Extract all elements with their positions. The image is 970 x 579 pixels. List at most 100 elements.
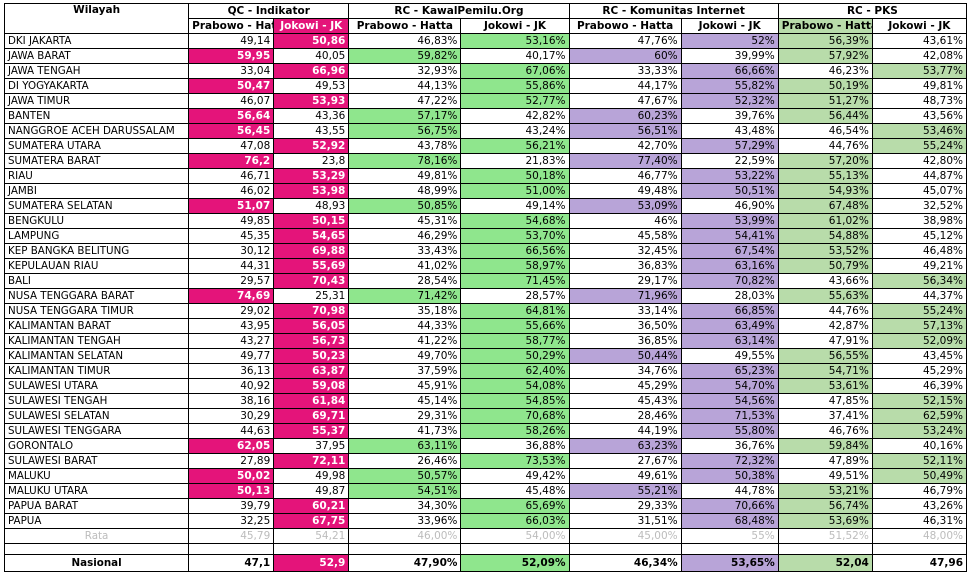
prabowo-value: 49,77 xyxy=(188,348,275,364)
jokowi-value: 43,45% xyxy=(871,348,968,364)
table-body: DKI JAKARTA 49,14 50,86 46,83% 53,16% 47,76% 5… xyxy=(3,33,968,572)
jokowi-value: 54,65 xyxy=(273,228,350,244)
jokowi-value: 52,32% xyxy=(680,93,779,109)
prabowo-value: 39,79 xyxy=(188,498,275,514)
sub-header-row: Prabowo - Hatta Jokowi - JK Prabowo - Ha… xyxy=(5,18,968,34)
jokowi-value: 70,98 xyxy=(273,303,350,319)
prabowo-value: 50,13 xyxy=(188,483,275,499)
jokowi-value: 72,11 xyxy=(273,453,350,469)
jokowi-value: 54,68% xyxy=(460,213,570,229)
national-jokowi-value: 53,65% xyxy=(680,554,779,572)
header-wilayah: Wilayah xyxy=(3,3,190,34)
average-value: 45,79 xyxy=(188,528,275,544)
jokowi-value: 45,12% xyxy=(871,228,968,244)
table-row: DI YOGYAKARTA 50,47 49,53 44,13% 55,86% 44,17… xyxy=(3,78,968,94)
table-row: DKI JAKARTA 49,14 50,86 46,83% 53,16% 47,76% 5… xyxy=(3,33,968,49)
jokowi-value: 45,48% xyxy=(460,483,570,499)
prabowo-value: 49,70% xyxy=(348,348,462,364)
table-row: MALUKU UTARA 50,13 49,87 54,51% 45,48% 55,21%… xyxy=(3,483,968,499)
jokowi-value: 46,39% xyxy=(871,378,968,394)
region-name: RIAU xyxy=(3,168,190,184)
jokowi-value: 56,21% xyxy=(460,138,570,154)
prabowo-value: 37,41% xyxy=(777,408,873,424)
prabowo-value: 34,30% xyxy=(348,498,462,514)
region-name: SUMATERA UTARA xyxy=(3,138,190,154)
prabowo-value: 50,57% xyxy=(348,468,462,484)
prabowo-value: 67,48% xyxy=(777,198,873,214)
prabowo-value: 45,35 xyxy=(188,228,275,244)
jokowi-value: 39,76% xyxy=(680,108,779,124)
jokowi-value: 44,37% xyxy=(871,288,968,304)
jokowi-value: 52,92 xyxy=(273,138,350,154)
national-jokowi-value: 47,96 xyxy=(871,554,968,572)
prabowo-value: 45,31% xyxy=(348,213,462,229)
spacer-cell xyxy=(568,543,682,555)
prabowo-value: 50,85% xyxy=(348,198,462,214)
prabowo-value: 33,33% xyxy=(568,63,682,79)
group-header-row: Wilayah QC - Indikator RC - KawalPemilu.… xyxy=(3,3,968,34)
table-row: JAWA BARAT 59,95 40,05 59,82% 40,17% 60% 39,99… xyxy=(3,48,968,64)
prabowo-value: 27,89 xyxy=(188,453,275,469)
jokowi-value: 28,57% xyxy=(460,288,570,304)
jokowi-value: 55,37 xyxy=(273,423,350,439)
jokowi-value: 62,59% xyxy=(871,408,968,424)
prabowo-value: 32,93% xyxy=(348,63,462,79)
jokowi-value: 40,16% xyxy=(871,438,968,454)
average-value: 54,00% xyxy=(460,528,570,544)
jokowi-value: 44,87% xyxy=(871,168,968,184)
jokowi-value: 53,98 xyxy=(273,183,350,199)
prabowo-value: 33,96% xyxy=(348,513,462,529)
average-value: 55% xyxy=(680,528,779,544)
jokowi-value: 50,86 xyxy=(273,33,350,49)
jokowi-value: 50,49% xyxy=(871,468,968,484)
sub-header-jokowi: Jokowi - JK xyxy=(273,18,350,34)
jokowi-value: 69,71 xyxy=(273,408,350,424)
jokowi-value: 46,31% xyxy=(871,513,968,529)
jokowi-value: 21,83% xyxy=(460,153,570,169)
jokowi-value: 55,66% xyxy=(460,318,570,334)
region-name: JAMBI xyxy=(3,183,190,199)
region-name: KEP BANGKA BELITUNG xyxy=(3,243,190,259)
sub-header-jokowi: Jokowi - JK xyxy=(871,18,968,34)
average-value: 51,52% xyxy=(777,528,873,544)
prabowo-value: 43,78% xyxy=(348,138,462,154)
jokowi-value: 53,16% xyxy=(460,33,570,49)
prabowo-value: 49,48% xyxy=(568,183,682,199)
region-name: PAPUA BARAT xyxy=(3,498,190,514)
prabowo-value: 53,69% xyxy=(777,513,873,529)
prabowo-value: 47,91% xyxy=(777,333,873,349)
region-name: SUMATERA BARAT xyxy=(3,153,190,169)
prabowo-value: 51,27% xyxy=(777,93,873,109)
prabowo-value: 32,25 xyxy=(188,513,275,529)
jokowi-value: 25,31 xyxy=(273,288,350,304)
prabowo-value: 47,08 xyxy=(188,138,275,154)
jokowi-value: 58,77% xyxy=(460,333,570,349)
prabowo-value: 63,11% xyxy=(348,438,462,454)
jokowi-value: 54,70% xyxy=(680,378,779,394)
table-row: KALIMANTAN TIMUR 36,13 63,87 37,59% 62,40% 34… xyxy=(3,363,968,379)
prabowo-value: 46,54% xyxy=(777,123,873,139)
prabowo-value: 42,70% xyxy=(568,138,682,154)
prabowo-value: 28,54% xyxy=(348,273,462,289)
prabowo-value: 41,73% xyxy=(348,423,462,439)
jokowi-value: 67,75 xyxy=(273,513,350,529)
jokowi-value: 49,98 xyxy=(273,468,350,484)
table-row: NUSA TENGGARA TIMUR 29,02 70,98 35,18% 64,81… xyxy=(3,303,968,319)
region-name: JAWA BARAT xyxy=(3,48,190,64)
table-row: JAWA TIMUR 46,07 53,93 47,22% 52,77% 47,67% 52… xyxy=(3,93,968,109)
region-name: NUSA TENGGARA TIMUR xyxy=(3,303,190,319)
prabowo-value: 78,16% xyxy=(348,153,462,169)
prabowo-value: 53,21% xyxy=(777,483,873,499)
prabowo-value: 44,13% xyxy=(348,78,462,94)
average-row: Rata 45,79 54,21 46,00% 54,00% 45,00% 55% 51,52… xyxy=(3,528,968,544)
prabowo-value: 62,05 xyxy=(188,438,275,454)
jokowi-value: 63,14% xyxy=(680,333,779,349)
jokowi-value: 58,97% xyxy=(460,258,570,274)
region-name: BENGKULU xyxy=(3,213,190,229)
jokowi-value: 67,54% xyxy=(680,243,779,259)
prabowo-value: 44,19% xyxy=(568,423,682,439)
jokowi-value: 49,14% xyxy=(460,198,570,214)
jokowi-value: 49,21% xyxy=(871,258,968,274)
header-rc-pks: RC - PKS xyxy=(777,3,968,19)
region-name: LAMPUNG xyxy=(3,228,190,244)
